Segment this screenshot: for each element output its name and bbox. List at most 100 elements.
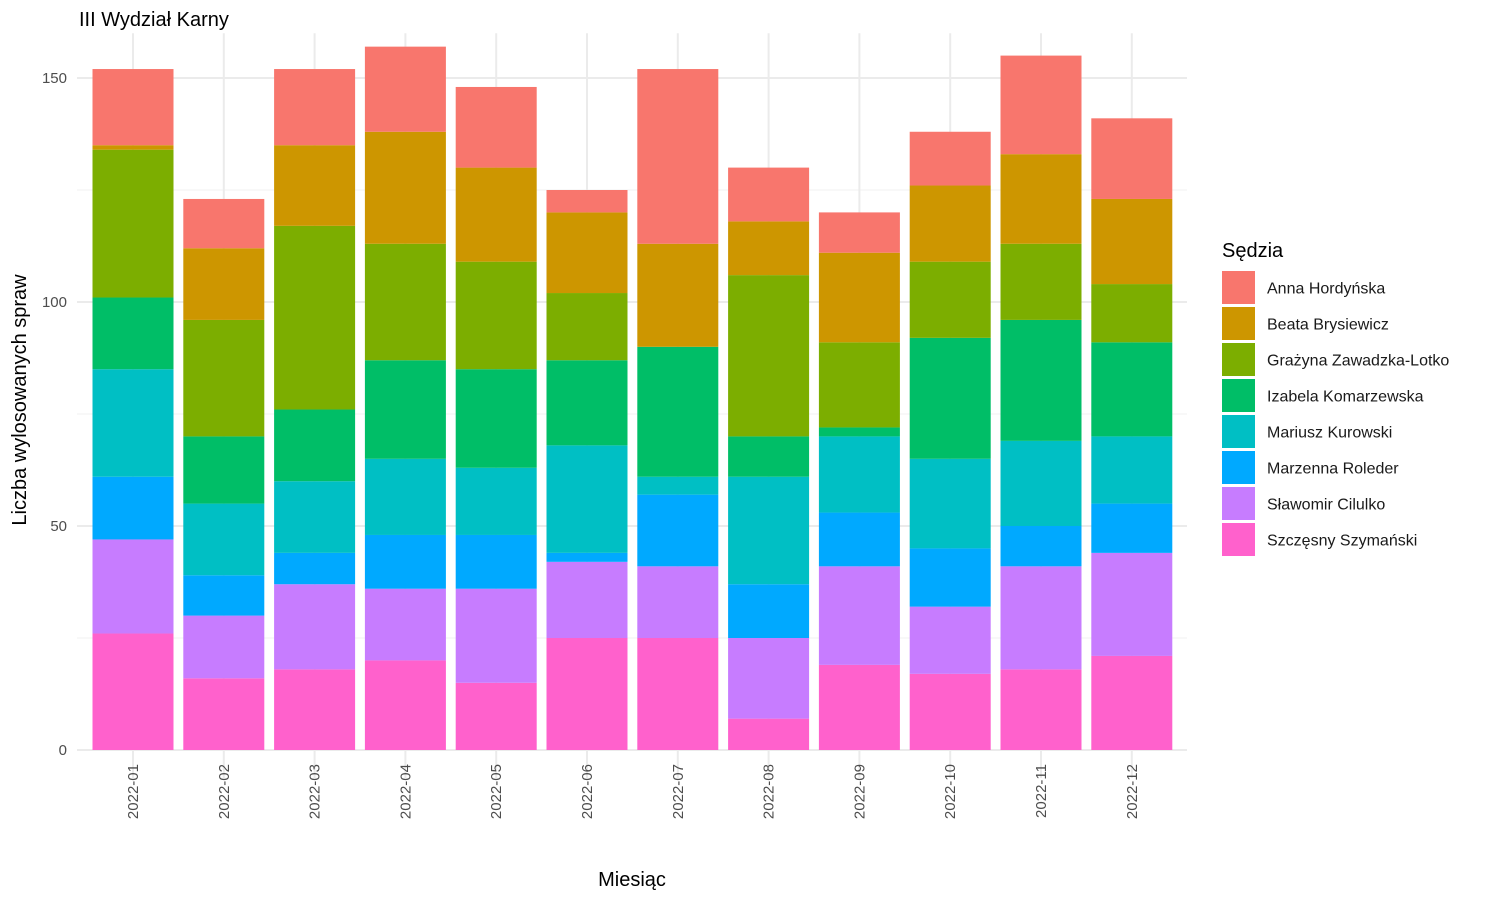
bar-segment <box>909 185 991 262</box>
bar-segment <box>1091 198 1173 285</box>
bar-segment <box>728 221 810 276</box>
legend-item: Grażyna Zawadzka-Lotko <box>1222 343 1449 376</box>
bar-segment <box>183 198 265 249</box>
bar-segment <box>455 167 537 262</box>
bar-segment <box>1000 526 1082 567</box>
x-tick-label: 2022-02 <box>216 764 233 819</box>
legend-item: Mariusz Kurowski <box>1222 415 1392 448</box>
legend-label: Marzenna Roleder <box>1267 461 1399 478</box>
bar-segment <box>1000 55 1082 155</box>
bar-segment <box>92 145 174 150</box>
bar-segment <box>364 131 446 244</box>
legend-swatch <box>1222 451 1255 484</box>
bar-segment <box>909 458 991 549</box>
y-tick-label: 100 <box>42 294 67 311</box>
bar-segment <box>728 167 810 222</box>
bar-segment <box>637 346 719 477</box>
bar-segment <box>455 534 537 589</box>
x-tick-label: 2022-09 <box>851 764 868 819</box>
bar-segment <box>183 319 265 437</box>
bar-stack <box>1091 118 1173 750</box>
bar-segment <box>728 476 810 585</box>
bar-stack <box>728 167 810 750</box>
x-tick-label: 2022-06 <box>579 764 596 819</box>
legend-label: Grażyna Zawadzka-Lotko <box>1267 353 1449 370</box>
bar-stack <box>455 86 537 750</box>
bar-segment <box>183 248 265 320</box>
x-tick-label: 2022-07 <box>670 764 687 819</box>
bar-segment <box>364 458 446 535</box>
legend-items: Anna Hordyńska Beata Brysiewicz Grażyna Za… <box>1222 271 1449 556</box>
bar-segment <box>818 212 900 253</box>
legend-item: Szczęsny Szymański <box>1222 523 1417 556</box>
bar-segment <box>455 86 537 168</box>
bar-segment <box>1091 436 1173 504</box>
bar-segment <box>818 436 900 513</box>
legend-label: Beata Brysiewicz <box>1267 317 1389 334</box>
bar-segment <box>1091 118 1173 199</box>
bar-segment <box>909 261 991 338</box>
bar-segment <box>1000 566 1082 670</box>
bar-segment <box>274 145 356 226</box>
bar-segment <box>455 588 537 683</box>
bar-segment <box>1091 503 1173 553</box>
bar-segment <box>1091 342 1173 437</box>
x-tick-label: 2022-08 <box>761 764 778 819</box>
bar-segment <box>364 534 446 589</box>
bar-segment <box>1000 669 1082 750</box>
bar-segment <box>728 584 810 638</box>
bar-segment <box>455 369 537 468</box>
bar-segment <box>818 342 900 428</box>
bar-segment <box>455 261 537 370</box>
bar-segment <box>909 673 991 750</box>
bar-segment <box>818 512 900 567</box>
x-tick-label: 2022-10 <box>942 764 959 819</box>
bar-segment <box>1000 440 1082 526</box>
legend-swatch <box>1222 271 1255 304</box>
bar-segment <box>1091 655 1173 750</box>
bar-segment <box>455 682 537 750</box>
bar-segment <box>546 190 628 213</box>
bar-segment <box>818 427 900 437</box>
bar-segment <box>1000 154 1082 244</box>
bar-segment <box>183 436 265 504</box>
bar-segment <box>183 503 265 576</box>
y-axis-tick-labels: 0 50 100 150 <box>42 70 67 759</box>
bar-segment <box>728 275 810 437</box>
x-tick-label: 2022-12 <box>1124 764 1141 819</box>
legend-swatch <box>1222 523 1255 556</box>
bar-segment <box>909 131 991 186</box>
bar-segment <box>909 337 991 459</box>
x-axis-title: Miesiąc <box>598 869 666 891</box>
bar-segment <box>637 566 719 638</box>
legend-label: Sławomir Cilulko <box>1267 497 1385 514</box>
bar-segment <box>546 445 628 553</box>
bar-stack <box>818 212 900 750</box>
bar-segment <box>1000 243 1082 320</box>
legend-label: Izabela Komarzewska <box>1267 389 1424 406</box>
bar-segment <box>637 638 719 750</box>
bar-segment <box>546 638 628 750</box>
y-tick-label: 0 <box>59 742 67 759</box>
bar-segment <box>455 467 537 535</box>
legend-swatch <box>1222 343 1255 376</box>
bar-segment <box>1000 319 1082 441</box>
bar-segment <box>92 476 174 540</box>
bar-segment <box>92 297 174 370</box>
bar-stack <box>364 46 446 750</box>
bar-segment <box>728 638 810 719</box>
bar-segment <box>364 588 446 661</box>
bar-segment <box>183 678 265 750</box>
bar-segment <box>274 69 356 146</box>
bar-segment <box>274 409 356 482</box>
legend-swatch <box>1222 379 1255 412</box>
legend-item: Marzenna Roleder <box>1222 451 1399 484</box>
legend-label: Anna Hordyńska <box>1267 281 1385 298</box>
bar-segment <box>364 46 446 132</box>
bar-stack <box>183 198 265 750</box>
bar-segment <box>364 243 446 361</box>
bar-stack <box>274 69 356 750</box>
bar-segment <box>183 615 265 679</box>
bar-segment <box>274 481 356 553</box>
